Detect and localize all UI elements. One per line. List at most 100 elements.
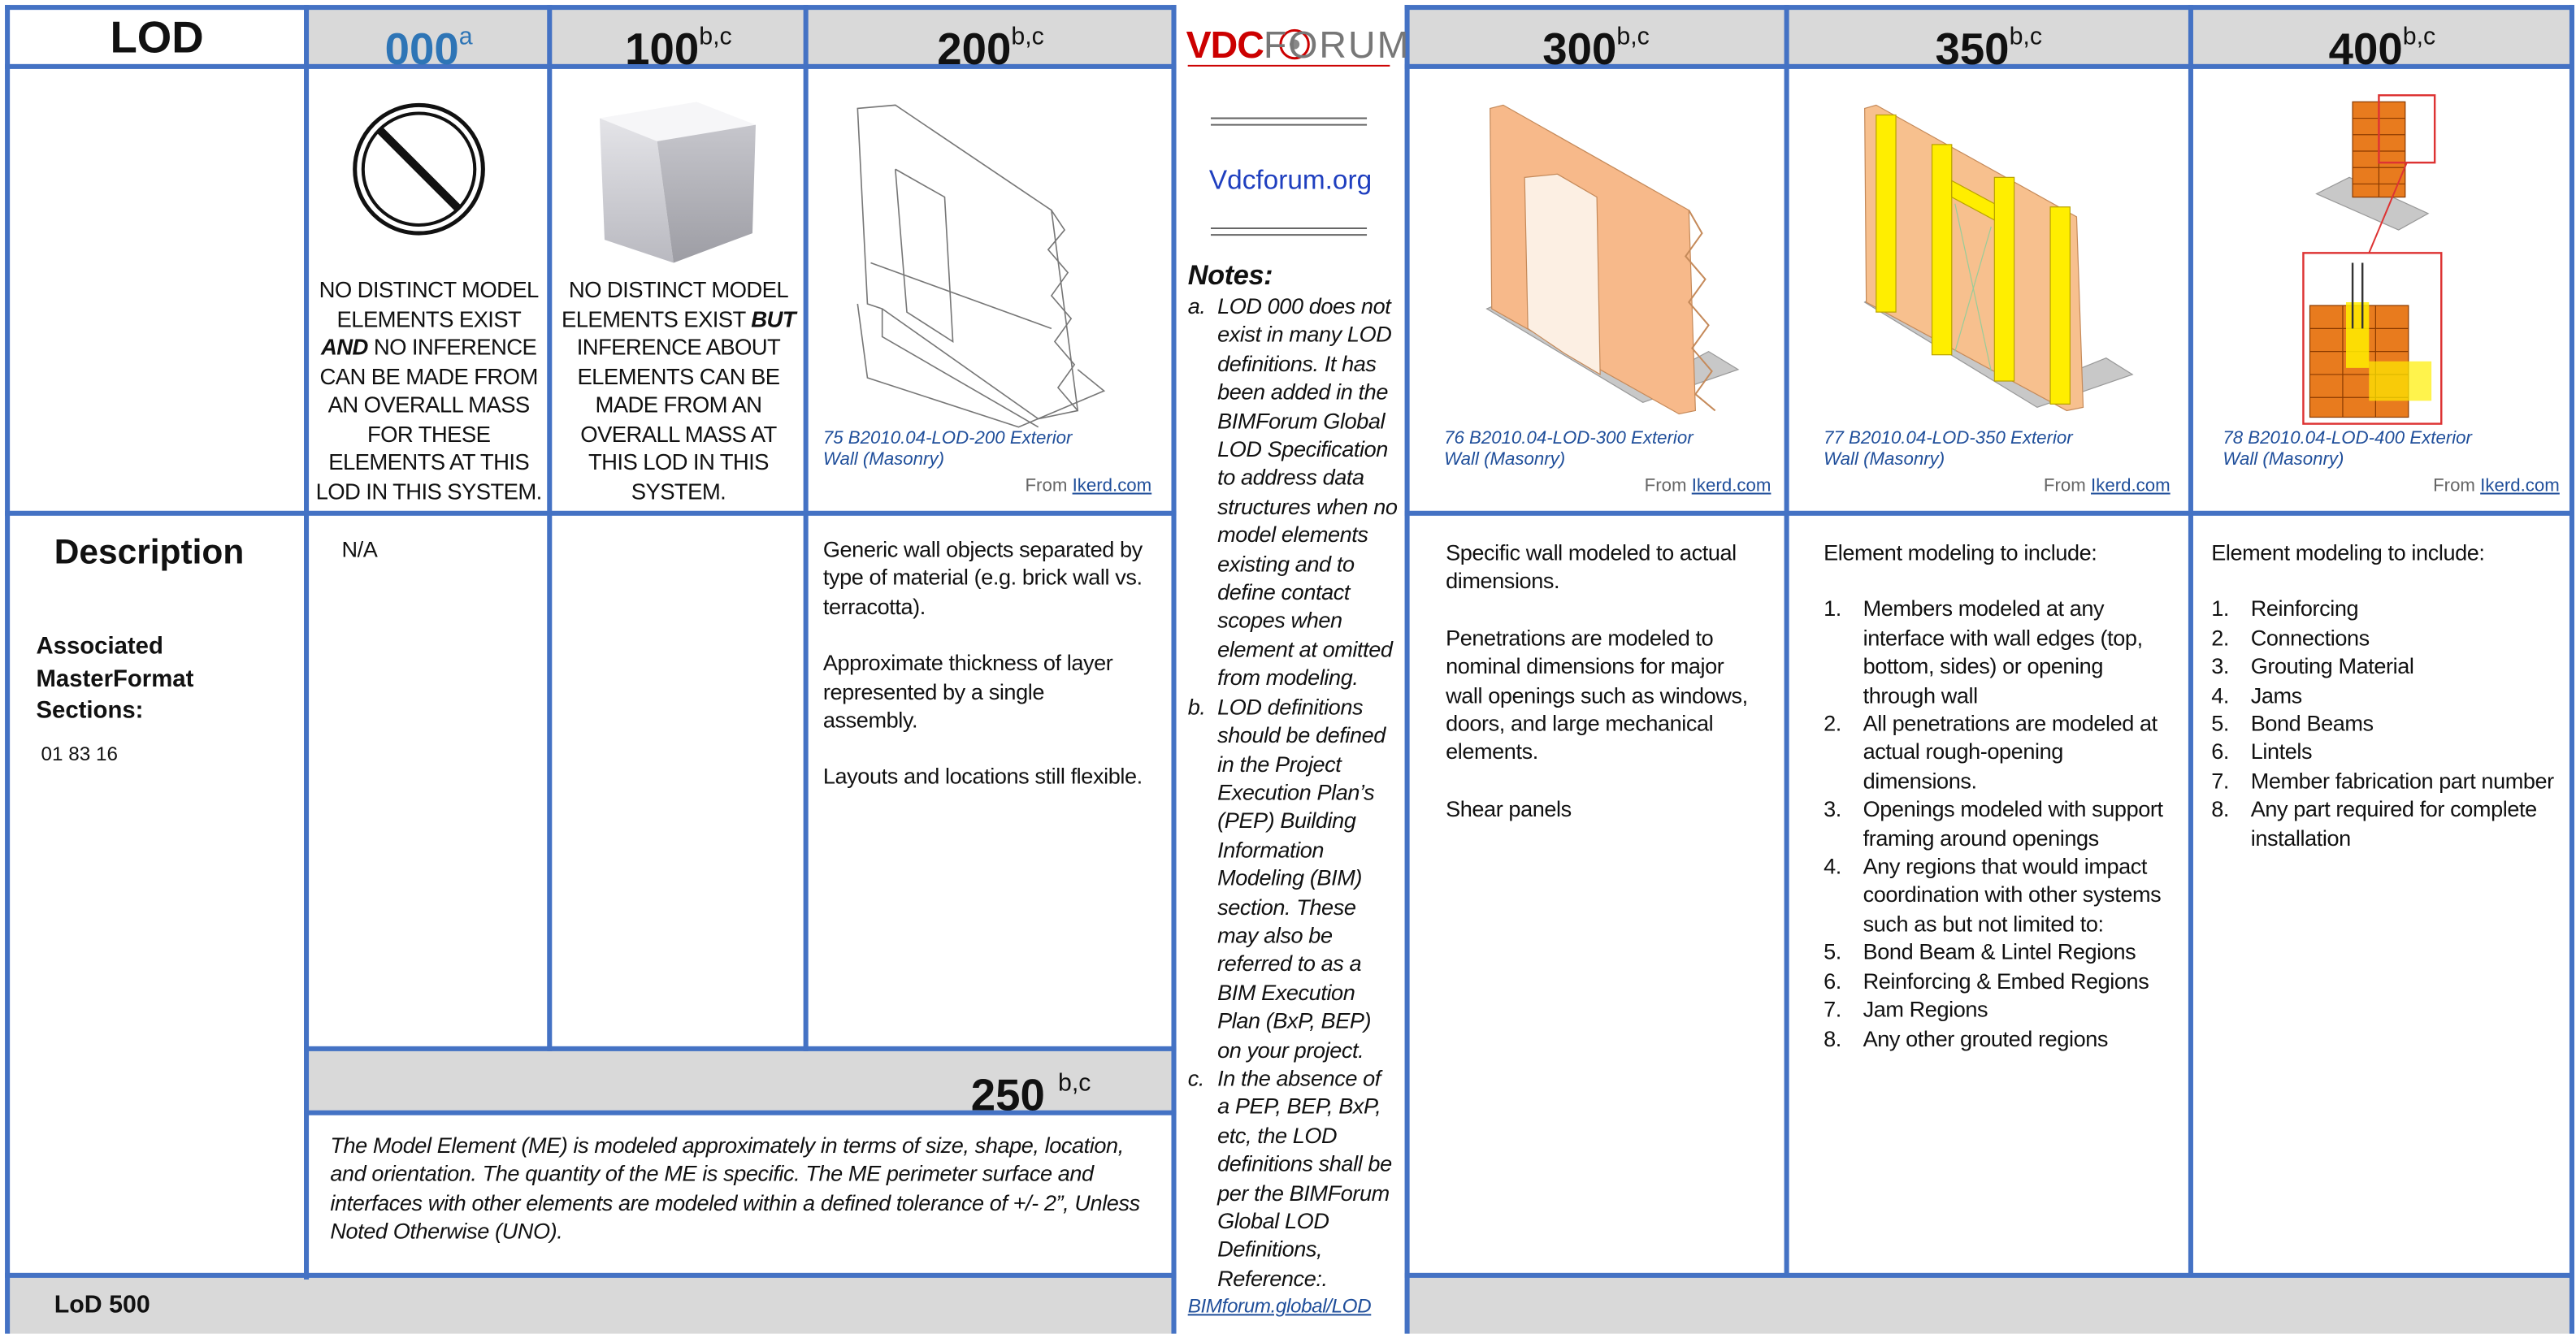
image-caption: 76 B2010.04-LOD-300 Exterior Wall (Mason…	[1444, 428, 1693, 470]
image-caption: 78 B2010.04-LOD-400 Exterior Wall (Mason…	[2223, 428, 2472, 470]
cube	[599, 102, 756, 263]
border	[1171, 5, 1177, 1334]
list-text: Bond Beam & Lintel Regions	[1863, 939, 2136, 965]
list-item: 2. Connections	[2211, 624, 2556, 652]
list-text: Any part required for complete installat…	[2250, 797, 2537, 851]
border	[1404, 510, 2575, 516]
description-paragraph: Approximate thickness of layer represent…	[822, 651, 1113, 733]
list-number: 7.	[1824, 997, 1841, 1022]
border	[304, 5, 310, 1280]
notes-link[interactable]: BIMforum.global/LOD	[1187, 1294, 1372, 1318]
description-paragraph: Specific wall modeled to actual dimensio…	[1446, 540, 1737, 594]
list-number: 5.	[1824, 939, 1841, 965]
list-item: 7. Member fabrication part number	[2211, 767, 2556, 795]
list-item: 1. Reinforcing	[2211, 596, 2556, 624]
border	[5, 5, 11, 1334]
lod-header: 000a	[307, 6, 550, 80]
border	[2188, 5, 2193, 1276]
lod-header: 400b,c	[2192, 6, 2573, 80]
list-item: 7. Jam Regions	[1824, 995, 2169, 1024]
image-source: From Ikerd.com	[2328, 476, 2560, 496]
list-number: 8.	[1824, 1025, 1841, 1050]
border	[1404, 5, 2575, 11]
lod-note-ref: b,c	[1616, 23, 1650, 51]
header-bg	[307, 6, 1175, 67]
solid-wall	[1485, 104, 1740, 415]
list-text: Reinforcing & Embed Regions	[1863, 968, 2149, 994]
list-text: Members modeled at any interface with wa…	[1863, 596, 2144, 708]
lod-number: 300	[1542, 24, 1617, 74]
list-item: 5. Bond Beam & Lintel Regions	[1824, 938, 2169, 967]
border	[1404, 1272, 2575, 1278]
note-marker: c.	[1187, 1066, 1205, 1091]
list-item: 1. Members modeled at any interface with …	[1824, 596, 2169, 710]
note-item: c. In the absence of a PEP, BEP, BxP, etc…	[1188, 1064, 1399, 1293]
list-text: Jams	[2250, 682, 2302, 708]
image-caption: 75 B2010.04-LOD-200 Exterior Wall (Mason…	[822, 428, 1073, 470]
notes-title: Notes:	[1187, 259, 1273, 291]
lod-note-ref: b,c	[2402, 23, 2436, 51]
sections-label: Associated MasterFormat Sections:	[36, 634, 194, 725]
summary-text: INFERENCE ABOUT ELEMENTS CAN BE MADE FRO…	[576, 335, 781, 504]
list-number: 8.	[2211, 797, 2230, 822]
list-text: Grouting Material	[2250, 654, 2414, 679]
lod-note-ref: b,c	[1058, 1069, 1091, 1098]
border	[547, 5, 553, 1051]
lod-number: 000	[384, 24, 459, 74]
lod-header: 300b,c	[1407, 6, 1786, 80]
source-link[interactable]: Ikerd.com	[2091, 476, 2171, 496]
description: Specific wall modeled to actual dimensio…	[1446, 539, 1766, 851]
note-text: LOD 000 does not exist in many LOD defin…	[1217, 293, 1398, 691]
description-intro: Element modeling to include:	[1824, 540, 2097, 565]
lod-header: 350b,c	[1786, 6, 2192, 80]
image-caption: 77 B2010.04-LOD-350 Exterior Wall (Mason…	[1824, 428, 2073, 470]
list-number: 7.	[2211, 768, 2230, 794]
note-marker: a.	[1187, 293, 1206, 319]
footer-label: LoD 500	[54, 1291, 150, 1319]
footer-bar	[1406, 1276, 2573, 1334]
list-number: 5.	[2211, 711, 2230, 736]
no-symbol	[353, 102, 485, 236]
list-item: 3. Grouting Material	[2211, 652, 2556, 681]
summary-text: NO DISTINCT MODEL ELEMENTS EXIST	[319, 277, 540, 331]
list-item: 8. Any other grouted regions	[1824, 1024, 2169, 1053]
border	[1784, 5, 1789, 1276]
list-item: 4. Any regions that would impact coordina…	[1824, 852, 2169, 938]
lod-note-ref: b,c	[2009, 23, 2043, 51]
description-intro: Element modeling to include:	[2211, 540, 2485, 565]
list-number: 3.	[1824, 797, 1841, 822]
image-source: From Ikerd.com	[1539, 476, 1772, 496]
summary-emphasis: BUT	[751, 306, 796, 331]
list-number: 1.	[1824, 596, 1841, 622]
source-link[interactable]: Ikerd.com	[1072, 476, 1152, 496]
list-text: Lintels	[2250, 739, 2313, 764]
source-link[interactable]: Ikerd.com	[1691, 476, 1772, 496]
lod-note-ref: a	[458, 23, 473, 51]
logo-decor	[1187, 28, 1390, 236]
source-label: From	[1025, 476, 1068, 496]
list-item: 6. Lintels	[2211, 738, 2556, 767]
list-item: 2. All penetrations are modeled at actual…	[1824, 709, 2169, 795]
border	[803, 5, 809, 1051]
description: Generic wall objects separated by type o…	[823, 535, 1143, 819]
list-item: 4. Jams	[2211, 681, 2556, 709]
border	[1404, 5, 1410, 1334]
summary-text: NO DISTINCT MODEL ELEMENTS EXIST	[561, 277, 789, 331]
source-label: From	[2043, 476, 2086, 496]
list-number: 6.	[1824, 968, 1841, 994]
list-text: Member fabrication part number	[2250, 768, 2554, 794]
note-item: a. LOD 000 does not exist in many LOD def…	[1188, 292, 1399, 693]
header-bg	[307, 1049, 1175, 1114]
list-item: 3. Openings modeled with support framing …	[1824, 795, 2169, 852]
note-text: In the absence of a PEP, BEP, BxP, etc, …	[1217, 1066, 1392, 1291]
site-link[interactable]: Vdcforum.org	[1208, 166, 1373, 196]
lod-header: 100b,c	[550, 6, 806, 80]
summary-text: NO INFERENCE CAN BE MADE FROM AN OVERALL…	[315, 335, 543, 504]
lod-number: 400	[2328, 24, 2403, 74]
list-number: 4.	[1824, 854, 1841, 879]
source-link[interactable]: Ikerd.com	[2480, 476, 2560, 496]
border	[1404, 63, 2575, 69]
